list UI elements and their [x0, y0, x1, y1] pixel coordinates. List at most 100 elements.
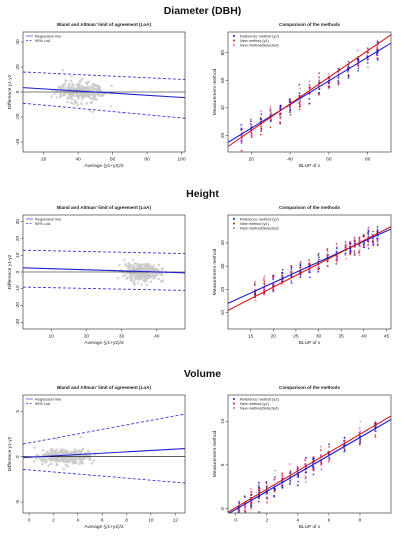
data-point	[312, 473, 315, 476]
x-tick-label: 8	[125, 518, 128, 524]
data-point	[320, 468, 323, 470]
data-point	[273, 490, 276, 493]
x-tick-label: 2	[265, 518, 268, 524]
data-point	[320, 449, 322, 452]
legend-entry: Regression line	[35, 397, 61, 401]
x-tick-label: 80	[365, 157, 371, 163]
data-point	[320, 462, 323, 465]
data-point	[362, 246, 365, 249]
data-point	[336, 247, 338, 250]
data-point	[358, 254, 361, 256]
data-point	[157, 277, 161, 281]
data-point-outlier	[68, 459, 71, 463]
data-point	[299, 266, 301, 269]
data-point	[356, 49, 359, 52]
data-point	[318, 88, 321, 90]
data-point-outlier	[145, 283, 149, 287]
data-point	[344, 254, 347, 257]
data-point	[358, 250, 361, 253]
data-point	[258, 511, 261, 513]
data-point	[57, 85, 60, 89]
data-point	[367, 230, 370, 233]
data-point	[359, 430, 362, 433]
data-point	[308, 271, 311, 274]
data-point	[312, 466, 315, 469]
data-point	[61, 457, 64, 461]
data-point	[317, 254, 320, 256]
data-point	[367, 66, 369, 69]
data-point	[353, 253, 356, 256]
reference-method-line	[228, 418, 391, 513]
data-point	[266, 501, 269, 504]
x-tick-label: 20	[84, 334, 90, 340]
data-point	[85, 85, 89, 89]
data-point-outlier	[116, 276, 120, 280]
data-point	[69, 85, 73, 89]
legend-entry: Reference method (y2)	[240, 397, 280, 401]
x-tick-label: 10	[49, 334, 55, 340]
data-point	[96, 85, 100, 89]
y-axis-label: Measurement method	[212, 68, 218, 115]
data-point	[318, 92, 320, 94]
data-point-outlier	[66, 96, 70, 100]
x-axis-label: BLUP of x	[299, 340, 321, 346]
data-point	[318, 79, 320, 82]
data-point	[71, 102, 75, 105]
data-point	[269, 126, 272, 129]
legend: Reference method (y2)New method (y1)New …	[233, 397, 280, 410]
data-point-outlier	[131, 276, 134, 279]
x-tick-label: 30	[119, 334, 125, 340]
data-point	[343, 447, 346, 450]
data-point	[281, 472, 284, 475]
legend-swatch	[233, 39, 235, 42]
data-point	[349, 243, 352, 246]
loa-lower-line	[23, 286, 185, 291]
data-point	[299, 262, 302, 264]
y-tick-label: 20	[220, 132, 226, 138]
data-point	[358, 251, 360, 254]
data-point	[125, 276, 129, 280]
data-point	[372, 244, 375, 247]
x-axis-label: Average (y1+y2)/2	[84, 340, 124, 346]
data-point	[124, 264, 128, 267]
data-point-outlier	[134, 262, 137, 265]
data-point	[138, 263, 142, 267]
data-point	[260, 113, 263, 115]
data-point	[376, 226, 379, 228]
data-point	[92, 459, 96, 462]
loa-upper-line	[23, 249, 185, 255]
data-point	[299, 276, 302, 279]
y-tick-label: 10	[15, 252, 21, 258]
data-point	[353, 251, 356, 253]
legend-entry: Regression line	[35, 34, 61, 38]
data-point	[290, 270, 293, 273]
data-point	[347, 66, 350, 69]
data-point	[56, 458, 60, 462]
data-point	[335, 242, 338, 245]
data-point	[270, 118, 272, 121]
chart-title: Comparison of the methods	[279, 22, 340, 27]
data-point	[279, 117, 282, 120]
data-point	[250, 504, 253, 507]
data-point	[376, 243, 379, 246]
legend-swatch	[233, 222, 235, 225]
x-tick-label: 20	[249, 157, 255, 163]
data-point	[85, 101, 89, 105]
data-point	[337, 76, 340, 79]
data-point	[289, 480, 292, 482]
data-point	[263, 277, 265, 279]
y-axis-label: Difference y1-y2	[7, 436, 13, 471]
data-point	[290, 279, 293, 282]
data-point	[376, 41, 379, 43]
x-tick-label: 45	[384, 334, 390, 340]
reference-method-line	[228, 228, 391, 304]
data-point	[298, 103, 301, 105]
data-point	[273, 494, 276, 497]
data-point	[152, 264, 156, 268]
new-method-line	[228, 415, 391, 513]
data-point	[349, 240, 352, 243]
data-point	[372, 239, 374, 241]
chart-title: Comparison of the methods	[279, 385, 340, 390]
data-point	[75, 94, 79, 98]
data-point	[376, 237, 379, 240]
